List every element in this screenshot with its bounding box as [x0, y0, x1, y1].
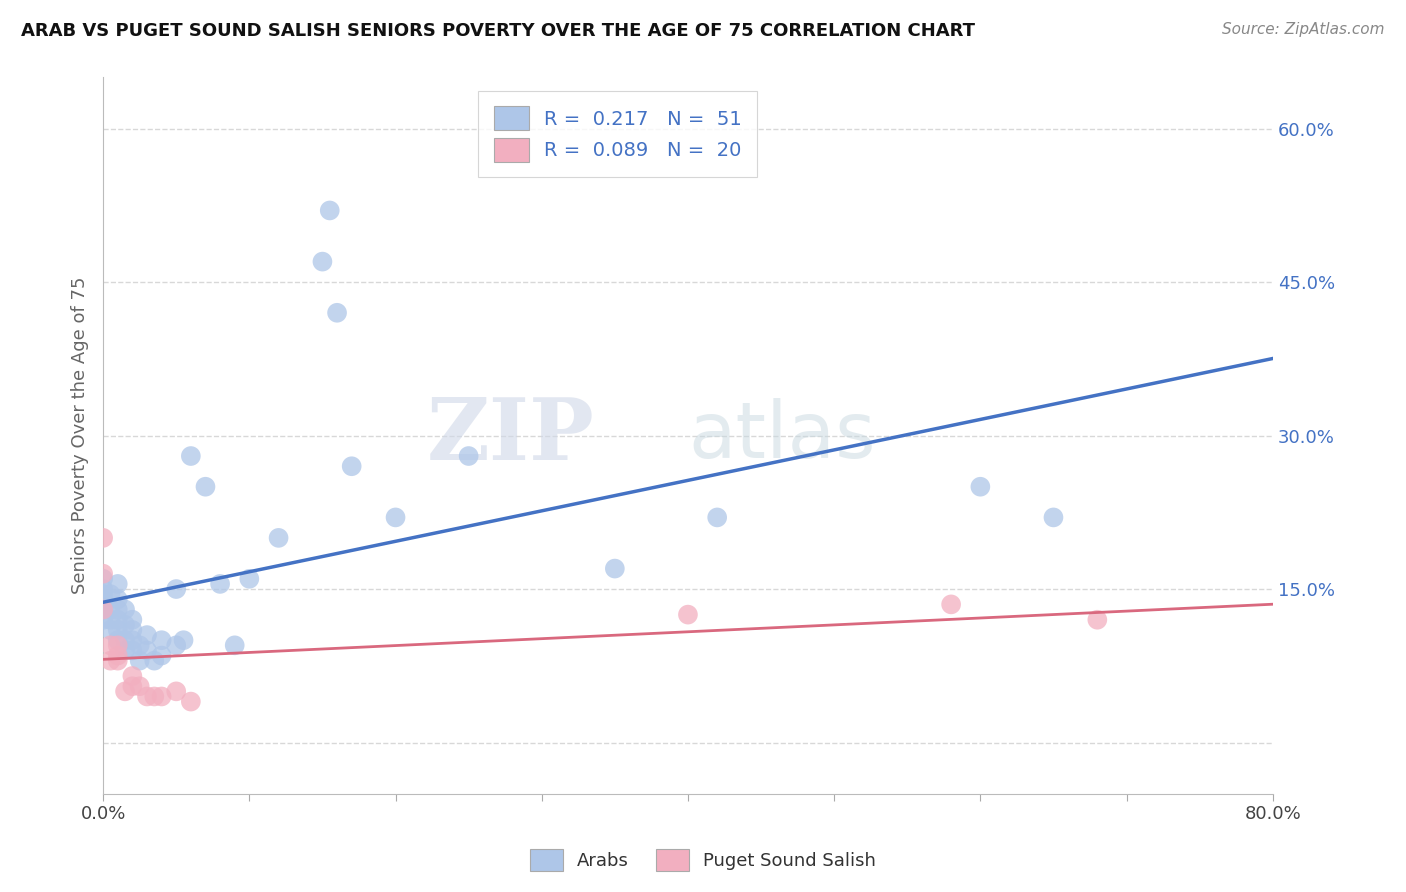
- Point: [676, 607, 699, 622]
- Point: [143, 690, 166, 704]
- Point: [91, 531, 114, 545]
- Point: [121, 669, 143, 683]
- Text: ARAB VS PUGET SOUND SALISH SENIORS POVERTY OVER THE AGE OF 75 CORRELATION CHART: ARAB VS PUGET SOUND SALISH SENIORS POVER…: [21, 22, 976, 40]
- Point: [91, 602, 114, 616]
- Point: [114, 633, 136, 648]
- Point: [128, 654, 150, 668]
- Point: [384, 510, 406, 524]
- Point: [114, 643, 136, 657]
- Point: [91, 602, 114, 616]
- Point: [150, 690, 173, 704]
- Point: [128, 638, 150, 652]
- Point: [224, 638, 246, 652]
- Point: [939, 598, 962, 612]
- Text: Source: ZipAtlas.com: Source: ZipAtlas.com: [1222, 22, 1385, 37]
- Point: [150, 633, 173, 648]
- Point: [91, 582, 114, 596]
- Point: [165, 638, 187, 652]
- Point: [165, 684, 187, 698]
- Point: [128, 679, 150, 693]
- Text: atlas: atlas: [688, 398, 876, 474]
- Point: [326, 306, 349, 320]
- Point: [91, 602, 114, 616]
- Point: [1085, 613, 1108, 627]
- Point: [180, 449, 202, 463]
- Point: [121, 633, 143, 648]
- Point: [136, 643, 159, 657]
- Point: [100, 587, 122, 601]
- Point: [136, 628, 159, 642]
- Point: [114, 618, 136, 632]
- Point: [209, 577, 232, 591]
- Point: [173, 633, 195, 648]
- Point: [136, 690, 159, 704]
- Point: [114, 602, 136, 616]
- Point: [121, 679, 143, 693]
- Point: [107, 648, 129, 663]
- Point: [121, 613, 143, 627]
- Point: [150, 648, 173, 663]
- Point: [100, 602, 122, 616]
- Point: [107, 577, 129, 591]
- Point: [100, 623, 122, 637]
- Point: [91, 613, 114, 627]
- Point: [114, 684, 136, 698]
- Point: [319, 203, 342, 218]
- Legend: R =  0.217   N =  51, R =  0.089   N =  20: R = 0.217 N = 51, R = 0.089 N = 20: [478, 91, 758, 178]
- Point: [107, 592, 129, 607]
- Point: [311, 254, 333, 268]
- Point: [107, 602, 129, 616]
- Point: [100, 638, 122, 652]
- Point: [238, 572, 260, 586]
- Point: [1042, 510, 1064, 524]
- Point: [180, 695, 202, 709]
- Y-axis label: Seniors Poverty Over the Age of 75: Seniors Poverty Over the Age of 75: [72, 277, 89, 594]
- Point: [100, 613, 122, 627]
- Text: ZIP: ZIP: [426, 393, 595, 477]
- Point: [969, 480, 991, 494]
- Point: [91, 587, 114, 601]
- Point: [100, 654, 122, 668]
- Point: [91, 572, 114, 586]
- Point: [107, 654, 129, 668]
- Point: [107, 638, 129, 652]
- Point: [194, 480, 217, 494]
- Point: [91, 592, 114, 607]
- Point: [121, 643, 143, 657]
- Point: [457, 449, 479, 463]
- Point: [267, 531, 290, 545]
- Point: [603, 561, 626, 575]
- Point: [706, 510, 728, 524]
- Point: [91, 566, 114, 581]
- Point: [121, 623, 143, 637]
- Point: [107, 613, 129, 627]
- Point: [340, 459, 363, 474]
- Point: [165, 582, 187, 596]
- Legend: Arabs, Puget Sound Salish: Arabs, Puget Sound Salish: [523, 842, 883, 879]
- Point: [143, 654, 166, 668]
- Point: [107, 633, 129, 648]
- Point: [107, 623, 129, 637]
